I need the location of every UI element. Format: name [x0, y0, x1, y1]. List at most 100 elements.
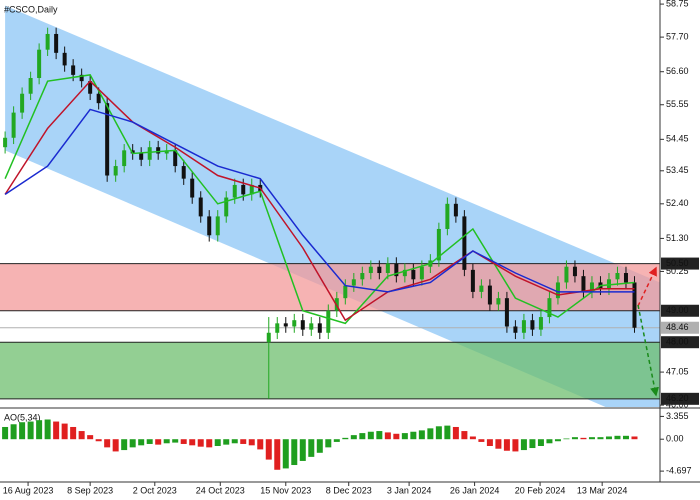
candle-body — [173, 150, 178, 167]
candle-body — [147, 147, 152, 160]
ao-bar — [87, 435, 94, 440]
ao-bar — [605, 436, 612, 440]
ao-bar — [512, 439, 519, 452]
candle-body — [521, 320, 526, 333]
ao-bar — [308, 439, 315, 457]
ao-bar — [172, 439, 179, 443]
candle-body — [249, 184, 254, 195]
moving-average — [4, 74, 635, 325]
ao-bar — [257, 439, 264, 450]
level-box — [661, 392, 699, 405]
candle-body — [453, 203, 458, 217]
ao-bar — [189, 439, 196, 446]
ao-bar — [316, 439, 323, 453]
ao-bar — [444, 425, 451, 440]
candle-body — [394, 263, 399, 277]
candle-body — [462, 216, 467, 270]
candle-body — [139, 153, 144, 160]
ao-bar — [282, 439, 289, 469]
ao-bar — [155, 439, 162, 445]
ao-bar — [469, 436, 476, 440]
down-arrow — [637, 304, 659, 397]
ao-bar — [95, 439, 102, 442]
candle-body — [207, 216, 212, 236]
candle-body — [419, 266, 424, 280]
ao-bar — [554, 439, 561, 442]
zone — [0, 263, 660, 311]
level-box — [661, 336, 699, 349]
candle-body — [232, 184, 237, 198]
candle-body — [470, 269, 475, 292]
level-label: 49.00 — [666, 305, 689, 315]
candle-body — [530, 320, 535, 330]
ao-bar — [503, 439, 510, 451]
candle-body — [402, 269, 407, 277]
candle-body — [615, 273, 620, 280]
level-label: 50.50 — [666, 258, 689, 268]
ao-bar — [580, 437, 587, 440]
y2-tick-label: 0.00 — [666, 434, 684, 444]
candle-body — [54, 33, 59, 53]
y2-tick-label: -4.697 — [666, 465, 692, 475]
candle-body — [317, 323, 322, 333]
candle-body — [326, 310, 331, 333]
candle-body — [190, 178, 195, 198]
ao-bar — [350, 435, 357, 440]
ao-bar — [146, 439, 153, 444]
ao-bar — [10, 424, 17, 440]
ao-bar — [291, 439, 298, 466]
ao-bar — [112, 439, 119, 452]
candle-body — [164, 150, 169, 154]
zone — [0, 342, 660, 399]
candle-body — [436, 228, 441, 261]
ao-bar — [61, 423, 68, 440]
ao-bar — [410, 431, 417, 440]
y-tick-label: 52.40 — [666, 198, 689, 208]
candle-body — [360, 273, 365, 280]
x-tick-label: 26 Jan 2024 — [450, 485, 500, 495]
ao-bar — [342, 437, 349, 440]
candle-body — [275, 323, 280, 333]
level-label: 46.20 — [666, 393, 689, 403]
candle-body — [292, 320, 297, 327]
candle-body — [504, 298, 509, 327]
candle-body — [343, 285, 348, 299]
moving-average — [4, 80, 635, 322]
level-label: 48.46 — [666, 322, 689, 332]
candle-body — [181, 166, 186, 179]
x-tick-label: 16 Aug 2023 — [3, 485, 54, 495]
candle-body — [606, 279, 611, 289]
x-tick-label: 24 Oct 2023 — [196, 485, 245, 495]
level-box — [661, 304, 699, 317]
ao-bar — [248, 439, 255, 446]
candle-body — [445, 203, 450, 229]
candle-body — [11, 112, 16, 138]
ao-bar — [529, 439, 536, 449]
x-tick-label: 8 Sep 2023 — [67, 485, 113, 495]
ao-bar — [53, 421, 60, 440]
ao-bar — [418, 430, 425, 440]
ao-bar — [223, 439, 230, 445]
ao-bar — [19, 422, 26, 440]
candle-body — [215, 216, 220, 236]
candle-body — [156, 147, 161, 154]
candle-body — [479, 285, 484, 292]
ao-bar — [180, 439, 187, 444]
level-box — [661, 257, 699, 270]
ao-bar — [78, 431, 85, 440]
x-tick-label: 13 Mar 2024 — [577, 485, 628, 495]
ao-bar — [206, 439, 213, 448]
candle-body — [45, 33, 50, 50]
candle-body — [266, 332, 271, 343]
ao-bar — [129, 439, 136, 448]
ao-bar — [27, 421, 34, 440]
ao-bar — [36, 420, 43, 440]
ao-bar — [274, 439, 281, 470]
ao-bar — [563, 438, 570, 440]
level-label: 48.00 — [666, 337, 689, 347]
candle-body — [564, 266, 569, 283]
x-tick-label: 15 Nov 2023 — [260, 485, 311, 495]
ao-bar — [240, 439, 247, 444]
moving-average — [4, 108, 635, 293]
